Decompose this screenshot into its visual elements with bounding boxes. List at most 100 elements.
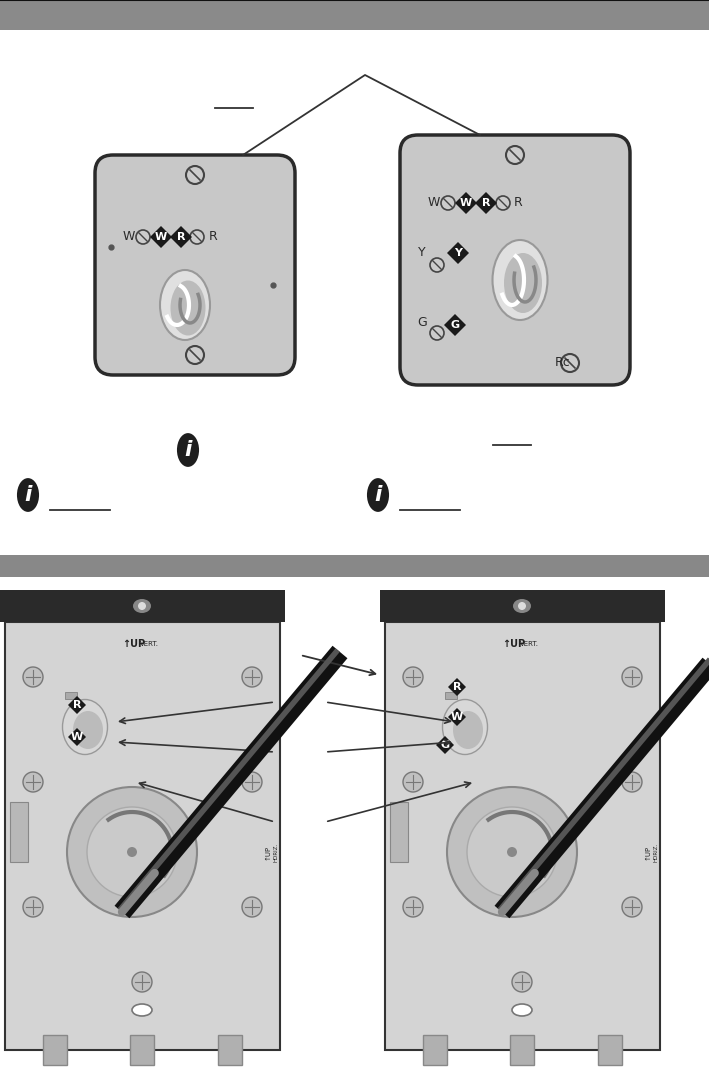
Bar (455, 712, 467, 719)
FancyBboxPatch shape (400, 135, 630, 384)
Circle shape (23, 772, 43, 792)
Polygon shape (448, 708, 466, 726)
Ellipse shape (513, 599, 531, 613)
Circle shape (23, 897, 43, 917)
Bar (130, 1035, 154, 1065)
Text: R: R (177, 232, 185, 242)
Ellipse shape (453, 711, 483, 749)
Text: W: W (428, 196, 440, 210)
Bar (0, 0, 709, 30)
Text: G: G (440, 740, 450, 750)
Circle shape (622, 667, 642, 687)
Bar (218, 1035, 242, 1065)
Ellipse shape (132, 1004, 152, 1016)
Ellipse shape (442, 699, 488, 755)
Circle shape (186, 346, 204, 364)
Polygon shape (436, 736, 454, 754)
Circle shape (67, 787, 197, 917)
Text: R: R (513, 196, 523, 210)
Text: i: i (184, 440, 191, 460)
Text: W: W (123, 230, 135, 243)
Circle shape (561, 354, 579, 372)
Text: R: R (481, 198, 490, 208)
Text: W: W (155, 232, 167, 242)
Text: W: W (71, 732, 83, 742)
FancyBboxPatch shape (95, 155, 295, 375)
Circle shape (622, 897, 642, 917)
Text: ↑UP: ↑UP (265, 844, 271, 859)
Polygon shape (447, 242, 469, 264)
Text: VERT.: VERT. (140, 641, 159, 647)
Ellipse shape (177, 433, 199, 467)
Text: HORIZ.: HORIZ. (274, 842, 279, 862)
Bar (423, 1035, 447, 1065)
Text: R: R (73, 700, 82, 710)
Circle shape (512, 973, 532, 992)
Text: W: W (451, 712, 463, 722)
Circle shape (622, 772, 642, 792)
Circle shape (518, 602, 526, 610)
Circle shape (132, 973, 152, 992)
Circle shape (138, 602, 146, 610)
Bar (510, 1035, 534, 1065)
Polygon shape (475, 192, 497, 214)
Text: i: i (24, 485, 32, 505)
Circle shape (496, 196, 510, 210)
Bar (385, 623, 660, 1050)
Text: G: G (417, 317, 427, 330)
Text: HORIZ.: HORIZ. (654, 842, 659, 862)
Ellipse shape (73, 711, 103, 749)
Bar (75, 712, 87, 719)
Bar (380, 590, 665, 623)
Bar (10, 802, 28, 862)
Ellipse shape (17, 478, 39, 512)
Text: ↑UP: ↑UP (122, 639, 145, 649)
Circle shape (430, 326, 444, 340)
Circle shape (403, 667, 423, 687)
Polygon shape (448, 679, 466, 696)
Circle shape (403, 772, 423, 792)
Circle shape (507, 847, 517, 857)
Bar (0, 590, 285, 623)
Text: ↑UP: ↑UP (502, 639, 525, 649)
Ellipse shape (504, 253, 542, 313)
Circle shape (127, 847, 137, 857)
Text: Y: Y (454, 248, 462, 258)
Circle shape (447, 787, 577, 917)
Bar (390, 802, 408, 862)
Text: Y: Y (418, 247, 426, 260)
Polygon shape (150, 226, 172, 248)
Bar (598, 1035, 622, 1065)
Circle shape (242, 667, 262, 687)
Circle shape (186, 166, 204, 184)
Ellipse shape (170, 280, 206, 336)
Bar (445, 693, 457, 699)
Text: G: G (450, 320, 459, 330)
Polygon shape (68, 728, 86, 746)
Text: VERT.: VERT. (520, 641, 539, 647)
Ellipse shape (493, 240, 547, 320)
Circle shape (136, 230, 150, 244)
Bar (5, 623, 280, 1050)
Polygon shape (68, 696, 86, 714)
Circle shape (242, 772, 262, 792)
Circle shape (506, 146, 524, 164)
Circle shape (467, 807, 557, 897)
Circle shape (242, 897, 262, 917)
Ellipse shape (512, 1004, 532, 1016)
Polygon shape (444, 314, 466, 336)
Bar (0, 555, 709, 577)
Ellipse shape (160, 270, 210, 340)
Ellipse shape (367, 478, 389, 512)
Circle shape (441, 196, 455, 210)
Polygon shape (455, 192, 477, 214)
Text: R: R (208, 230, 218, 243)
Circle shape (403, 897, 423, 917)
Text: Rc: Rc (555, 356, 571, 369)
Text: R: R (453, 682, 462, 693)
Ellipse shape (133, 599, 151, 613)
Text: i: i (374, 485, 381, 505)
Ellipse shape (62, 699, 108, 755)
Text: ↑UP: ↑UP (645, 844, 651, 859)
Bar (65, 693, 77, 699)
